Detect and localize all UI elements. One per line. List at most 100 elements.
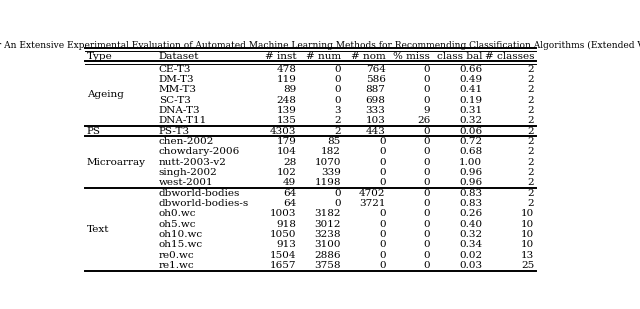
Text: 0.83: 0.83 — [459, 199, 483, 208]
Text: 0.19: 0.19 — [459, 96, 483, 105]
Text: PS-T3: PS-T3 — [159, 127, 190, 136]
Text: 10: 10 — [521, 220, 534, 229]
Text: 2: 2 — [528, 189, 534, 198]
Text: 478: 478 — [276, 65, 296, 74]
Text: 0: 0 — [379, 137, 385, 146]
Text: 0.02: 0.02 — [459, 251, 483, 260]
Text: PS: PS — [87, 127, 101, 136]
Text: SC-T3: SC-T3 — [159, 96, 191, 105]
Text: 0: 0 — [379, 230, 385, 239]
Text: 2: 2 — [334, 116, 341, 125]
Text: 179: 179 — [276, 137, 296, 146]
Text: 0: 0 — [424, 189, 430, 198]
Text: 0.32: 0.32 — [459, 230, 483, 239]
Text: Dataset: Dataset — [159, 52, 200, 61]
Text: 10: 10 — [521, 210, 534, 218]
Text: 0: 0 — [379, 261, 385, 270]
Text: 0.06: 0.06 — [459, 127, 483, 136]
Text: 0: 0 — [424, 85, 430, 94]
Text: 0: 0 — [424, 199, 430, 208]
Text: 1198: 1198 — [314, 178, 341, 187]
Text: 49: 49 — [283, 178, 296, 187]
Text: DNA-T3: DNA-T3 — [159, 106, 200, 115]
Text: re1.wc: re1.wc — [159, 261, 195, 270]
Text: 0.31: 0.31 — [459, 106, 483, 115]
Text: 182: 182 — [321, 147, 341, 156]
Text: 2: 2 — [528, 85, 534, 94]
Text: 586: 586 — [365, 75, 385, 84]
Text: 0.72: 0.72 — [459, 137, 483, 146]
Text: 0: 0 — [379, 220, 385, 229]
Text: 2886: 2886 — [314, 251, 341, 260]
Text: 0: 0 — [424, 230, 430, 239]
Text: 0.66: 0.66 — [459, 65, 483, 74]
Text: 0: 0 — [334, 189, 341, 198]
Text: 85: 85 — [328, 137, 341, 146]
Text: 2: 2 — [528, 106, 534, 115]
Text: MM-T3: MM-T3 — [159, 85, 197, 94]
Text: 0.83: 0.83 — [459, 189, 483, 198]
Text: 2: 2 — [528, 137, 534, 146]
Text: 0: 0 — [334, 96, 341, 105]
Text: 0.32: 0.32 — [459, 116, 483, 125]
Text: 0: 0 — [424, 65, 430, 74]
Text: 0: 0 — [334, 85, 341, 94]
Text: 2: 2 — [528, 96, 534, 105]
Text: 1657: 1657 — [269, 261, 296, 270]
Text: 0: 0 — [424, 137, 430, 146]
Text: 0: 0 — [424, 210, 430, 218]
Text: 1070: 1070 — [314, 158, 341, 167]
Text: 764: 764 — [365, 65, 385, 74]
Text: 64: 64 — [283, 189, 296, 198]
Text: 333: 333 — [365, 106, 385, 115]
Text: 1504: 1504 — [269, 251, 296, 260]
Text: 918: 918 — [276, 220, 296, 229]
Text: Figure 1 for An Extensive Experimental Evaluation of Automated Machine Learning : Figure 1 for An Extensive Experimental E… — [0, 41, 640, 50]
Text: 339: 339 — [321, 168, 341, 177]
Text: 4303: 4303 — [269, 127, 296, 136]
Text: 4702: 4702 — [359, 189, 385, 198]
Text: 0: 0 — [424, 220, 430, 229]
Text: 0: 0 — [424, 147, 430, 156]
Text: 0: 0 — [424, 158, 430, 167]
Text: 10: 10 — [521, 240, 534, 249]
Text: 2: 2 — [528, 178, 534, 187]
Text: oh10.wc: oh10.wc — [159, 230, 203, 239]
Text: chen-2002: chen-2002 — [159, 137, 214, 146]
Text: 102: 102 — [276, 168, 296, 177]
Text: oh15.wc: oh15.wc — [159, 240, 203, 249]
Text: 1.00: 1.00 — [459, 158, 483, 167]
Text: 2: 2 — [528, 158, 534, 167]
Text: 0.26: 0.26 — [459, 210, 483, 218]
Text: % miss: % miss — [394, 52, 430, 61]
Text: nutt-2003-v2: nutt-2003-v2 — [159, 158, 227, 167]
Text: 139: 139 — [276, 106, 296, 115]
Text: 104: 104 — [276, 147, 296, 156]
Text: 9: 9 — [424, 106, 430, 115]
Text: 2: 2 — [528, 65, 534, 74]
Text: 26: 26 — [417, 116, 430, 125]
Text: 3182: 3182 — [314, 210, 341, 218]
Text: 248: 248 — [276, 96, 296, 105]
Text: 10: 10 — [521, 230, 534, 239]
Text: 0: 0 — [379, 178, 385, 187]
Text: west-2001: west-2001 — [159, 178, 214, 187]
Text: 0: 0 — [424, 168, 430, 177]
Text: 2: 2 — [528, 75, 534, 84]
Text: DM-T3: DM-T3 — [159, 75, 195, 84]
Text: 25: 25 — [521, 261, 534, 270]
Text: 2: 2 — [528, 199, 534, 208]
Text: 0: 0 — [424, 75, 430, 84]
Text: DNA-T11: DNA-T11 — [159, 116, 207, 125]
Text: Ageing: Ageing — [87, 91, 124, 99]
Text: 3100: 3100 — [314, 240, 341, 249]
Text: 3238: 3238 — [314, 230, 341, 239]
Text: 0: 0 — [424, 261, 430, 270]
Text: # num: # num — [306, 52, 341, 61]
Text: 0.41: 0.41 — [459, 85, 483, 94]
Text: 0: 0 — [334, 75, 341, 84]
Text: 2: 2 — [334, 127, 341, 136]
Text: dbworld-bodies-s: dbworld-bodies-s — [159, 199, 249, 208]
Text: 0: 0 — [379, 158, 385, 167]
Text: 0.40: 0.40 — [459, 220, 483, 229]
